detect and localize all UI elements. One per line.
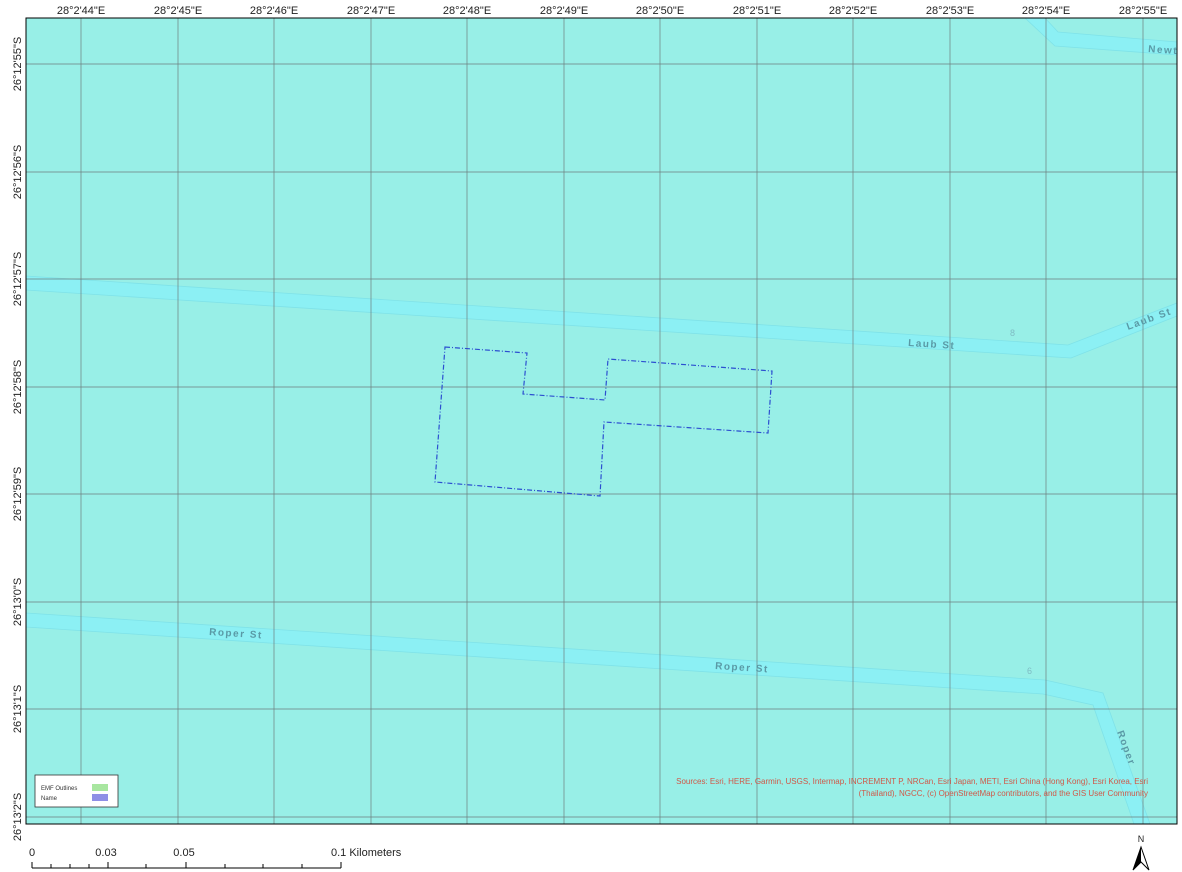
longitude-label: 28°2'54"E [1022,5,1070,17]
latitude-labels: 26°12'55"S 26°12'56"S 26°12'57"S 26°12'5… [12,37,24,841]
north-arrow-label: N [1138,834,1145,844]
longitude-labels: 28°2'44"E 28°2'45"E 28°2'46"E 28°2'47"E … [57,5,1167,17]
legend-swatch-name [92,794,108,801]
scale-label: 0 [29,847,35,859]
longitude-label: 28°2'44"E [57,5,105,17]
latitude-label: 26°12'57"S [12,252,24,306]
latitude-label: 26°12'59"S [12,467,24,521]
longitude-label: 28°2'53"E [926,5,974,17]
scale-label: 0.05 [173,847,194,859]
attribution-line-1: Sources: Esri, HERE, Garmin, USGS, Inter… [676,777,1148,786]
street-label-newt: Newt [1148,44,1179,57]
longitude-label: 28°2'46"E [250,5,298,17]
north-arrow: N [1133,834,1149,870]
house-number-6: 6 [1027,666,1032,676]
longitude-label: 28°2'47"E [347,5,395,17]
attribution-line-2: (Thailand), NGCC, (c) OpenStreetMap cont… [859,789,1148,798]
latitude-label: 26°12'56"S [12,145,24,199]
scale-bar: 0 0.03 0.05 0.1 Kilometers [29,847,402,868]
legend-label-name: Name [41,796,58,802]
latitude-label: 26°13'1"S [12,685,24,733]
scale-label: 0.1 Kilometers [331,847,402,859]
legend-swatch-emf-outlines [92,784,108,791]
longitude-label: 28°2'48"E [443,5,491,17]
map-land-area [26,18,1177,824]
map-legend: EMF Outlines Name [35,775,118,807]
latitude-label: 26°12'58"S [12,360,24,414]
longitude-label: 28°2'49"E [540,5,588,17]
latitude-label: 26°13'0"S [12,578,24,626]
scale-label: 0.03 [95,847,116,859]
longitude-label: 28°2'45"E [154,5,202,17]
latitude-label: 26°12'55"S [12,37,24,91]
legend-label-emf-outlines: EMF Outlines [41,786,77,792]
house-number-8: 8 [1010,328,1015,338]
longitude-label: 28°2'55"E [1119,5,1167,17]
longitude-label: 28°2'51"E [733,5,781,17]
longitude-label: 28°2'52"E [829,5,877,17]
longitude-label: 28°2'50"E [636,5,684,17]
latitude-label: 26°13'2"S [12,793,24,841]
